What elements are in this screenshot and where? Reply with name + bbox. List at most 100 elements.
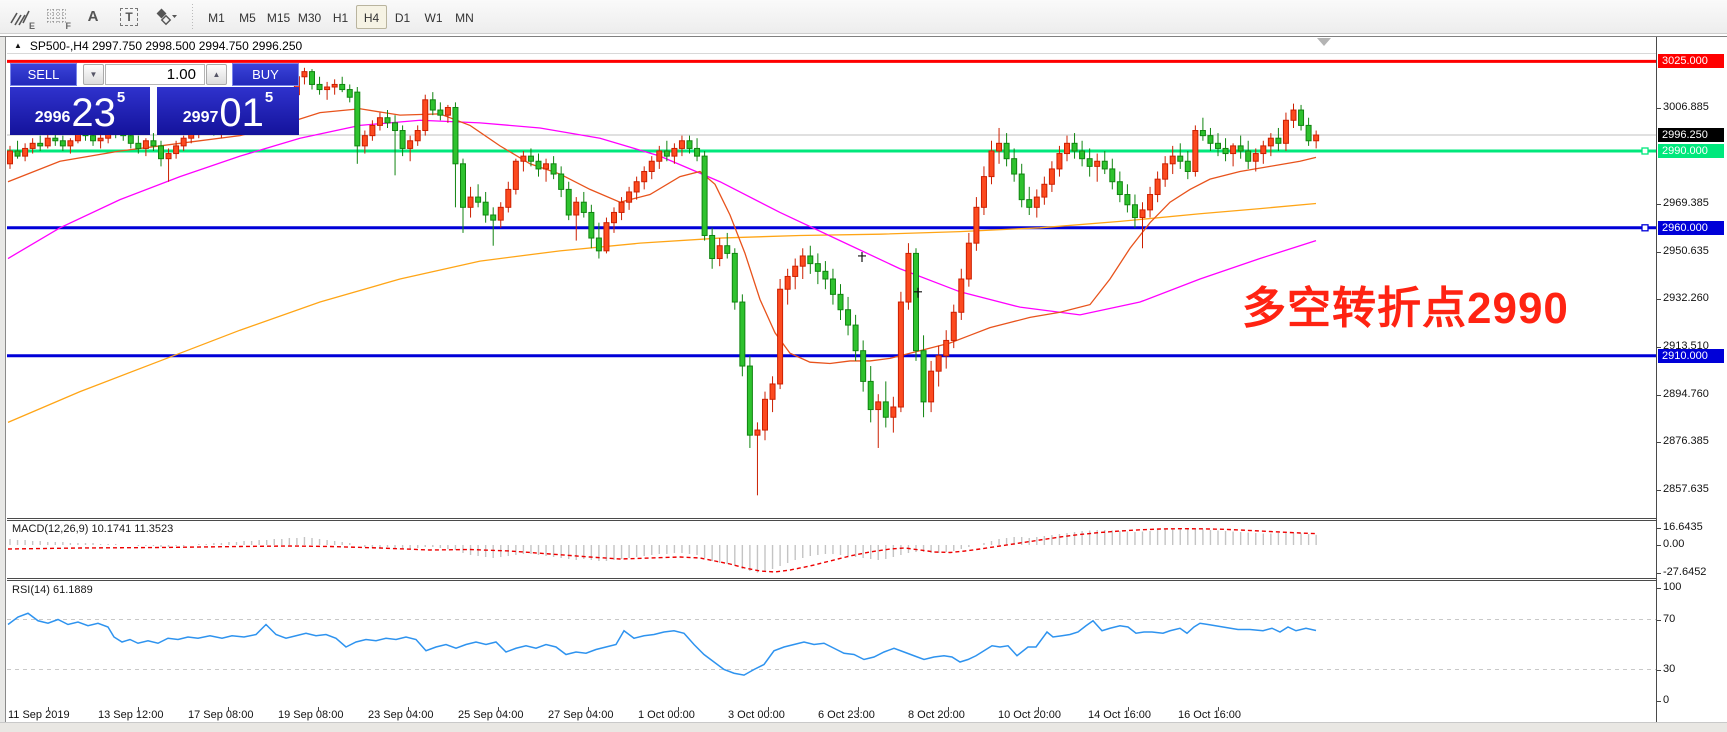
time-scale-label: 10 Oct 20:00 — [998, 709, 1061, 721]
sell-price-small: 2996 — [34, 109, 71, 126]
price-scale-label: 3006.885 — [1663, 100, 1709, 113]
timeframe-m1[interactable]: M1 — [208, 10, 225, 25]
panel-divider[interactable] — [7, 518, 1656, 519]
axis-tick — [1657, 545, 1661, 546]
chart-text-annotation: 多空转折点2990 — [1242, 284, 1569, 333]
time-scale-label: 6 Oct 23:00 — [818, 709, 875, 721]
buy-price-box[interactable]: 2997 01 5 — [157, 87, 299, 135]
panel-divider[interactable] — [7, 578, 1656, 579]
sell-price-big: 23 — [71, 91, 116, 135]
time-scale-label: 8 Oct 20:00 — [908, 709, 965, 721]
axis-tick — [1657, 669, 1661, 671]
timeframe-mn[interactable]: MN — [455, 10, 474, 25]
axis-tick — [1657, 572, 1661, 574]
chart-title: SP500-,H4 2997.750 2998.500 2994.750 299… — [29, 38, 303, 53]
rsi-indicator-panel[interactable] — [7, 581, 1656, 707]
macd-scale-label: 16.6435 — [1663, 521, 1703, 534]
price-axis[interactable]: 3006.885 2969.385 2950.635 2932.260 2913.510… — [1657, 37, 1727, 722]
axis-tick — [1657, 619, 1661, 621]
time-tick — [318, 707, 319, 711]
rsi-scale-label: 0 — [1663, 694, 1670, 706]
price-scale-label: 2969.385 — [1663, 196, 1709, 209]
rsi-scale-label: 30 — [1663, 662, 1676, 675]
time-tick — [1128, 707, 1129, 711]
collapse-arrow-icon[interactable]: ▲ — [14, 41, 22, 50]
buy-button[interactable]: BUY — [232, 63, 299, 86]
price-scale-label: 2894.760 — [1663, 387, 1709, 400]
timeframe-h1[interactable]: H1 — [332, 10, 349, 25]
axis-tick — [1657, 528, 1661, 530]
time-tick — [1038, 707, 1039, 711]
timeframe-m15[interactable]: M15 — [266, 10, 291, 25]
volume-decrease-button[interactable]: ▼ — [83, 64, 104, 85]
rsi-scale-label: 100 — [1663, 581, 1682, 593]
time-tick — [228, 707, 229, 711]
time-scale-label: 17 Sep 08:00 — [188, 709, 254, 721]
price-axis-line — [1656, 37, 1657, 722]
indicators-icon-sub: E — [28, 20, 35, 31]
grid-icon[interactable]: F — [42, 4, 72, 31]
axis-tick — [1657, 251, 1661, 253]
time-scale-label: 3 Oct 00:00 — [728, 709, 785, 721]
sell-button[interactable]: SELL — [10, 63, 77, 86]
timeframe-buttons: M1 M5 M15 M30 H1 H4 D1 W1 MN — [201, 4, 480, 29]
time-tick — [498, 707, 499, 711]
timeframe-d1[interactable]: D1 — [394, 10, 411, 25]
price-scale-label: 2857.635 — [1663, 482, 1709, 495]
axis-tick — [1657, 441, 1661, 443]
sell-price-box[interactable]: 2996 23 5 — [10, 87, 150, 135]
time-scale-label: 13 Sep 12:00 — [98, 709, 164, 721]
timeframe-w1[interactable]: W1 — [424, 10, 443, 25]
time-tick — [138, 707, 139, 711]
axis-tick — [1657, 107, 1661, 109]
chart-title-bar: ▲ SP500-,H4 2997.750 2998.500 2994.750 2… — [7, 38, 1656, 53]
macd-scale-label: -27.6452 — [1663, 565, 1707, 578]
price-badge: 3025.000 — [1658, 54, 1724, 69]
buy-price-pip: 5 — [264, 89, 274, 106]
timeframe-h4[interactable]: H4 — [356, 4, 387, 29]
time-tick — [768, 707, 769, 711]
volume-increase-button[interactable]: ▲ — [206, 64, 227, 85]
price-scale-label: 2876.385 — [1663, 434, 1709, 447]
time-scale-label: 23 Sep 04:00 — [368, 709, 434, 721]
horizontal-scrollbar[interactable] — [0, 722, 1727, 732]
textbox-icon[interactable]: T — [114, 4, 144, 30]
time-axis[interactable]: 11 Sep 2019 13 Sep 12:00 17 Sep 08:00 19 Se… — [7, 707, 1656, 722]
volume-input[interactable] — [105, 64, 205, 85]
grid-icon-sub: F — [65, 20, 72, 31]
time-tick — [948, 707, 949, 711]
macd-indicator-panel[interactable] — [7, 521, 1656, 578]
sell-price-pip: 5 — [116, 89, 126, 106]
price-badge: 2910.000 — [1658, 348, 1724, 363]
window-left-edge — [0, 37, 6, 732]
buy-price-small: 2997 — [182, 109, 219, 126]
indicators-icon[interactable]: E — [6, 4, 36, 31]
rsi-scale-label: 70 — [1663, 612, 1676, 625]
timeframe-m5[interactable]: M5 — [239, 10, 256, 25]
price-scale-label: 2932.260 — [1663, 291, 1709, 304]
rsi-label: RSI(14) 61.1889 — [12, 584, 93, 596]
price-badge: 2990.000 — [1658, 144, 1724, 158]
one-click-trading-panel: SELL ▼ ▲ BUY 2996 23 5 2997 01 5 — [10, 63, 299, 135]
axis-tick — [1657, 394, 1661, 396]
time-tick — [48, 707, 49, 711]
price-badge: 2960.000 — [1658, 220, 1724, 235]
price-scale-label: 2950.635 — [1663, 244, 1709, 257]
price-badge: 2996.250 — [1658, 128, 1724, 142]
toolbar-separator — [190, 3, 195, 30]
time-scale-label: 11 Sep 2019 — [8, 709, 70, 721]
main-toolbar: E F A T M1 M5 M15 M30 H1 H4 D1 W1 MN — [0, 0, 1727, 34]
time-tick — [408, 707, 409, 711]
chart-shift-marker-icon[interactable] — [1317, 38, 1331, 46]
axis-tick — [1657, 701, 1661, 702]
time-scale-label: 16 Oct 16:00 — [1178, 709, 1241, 721]
axis-tick — [1657, 298, 1661, 300]
objects-icon[interactable] — [150, 4, 180, 30]
text-label-icon[interactable]: A — [87, 8, 99, 25]
time-scale-label: 25 Sep 04:00 — [458, 709, 524, 721]
timeframe-m30[interactable]: M30 — [297, 10, 322, 25]
macd-label: MACD(12,26,9) 10.1741 11.3523 — [12, 523, 174, 535]
time-scale-label: 27 Sep 04:00 — [548, 709, 614, 721]
time-tick — [588, 707, 589, 711]
panel-divider — [7, 520, 1656, 521]
